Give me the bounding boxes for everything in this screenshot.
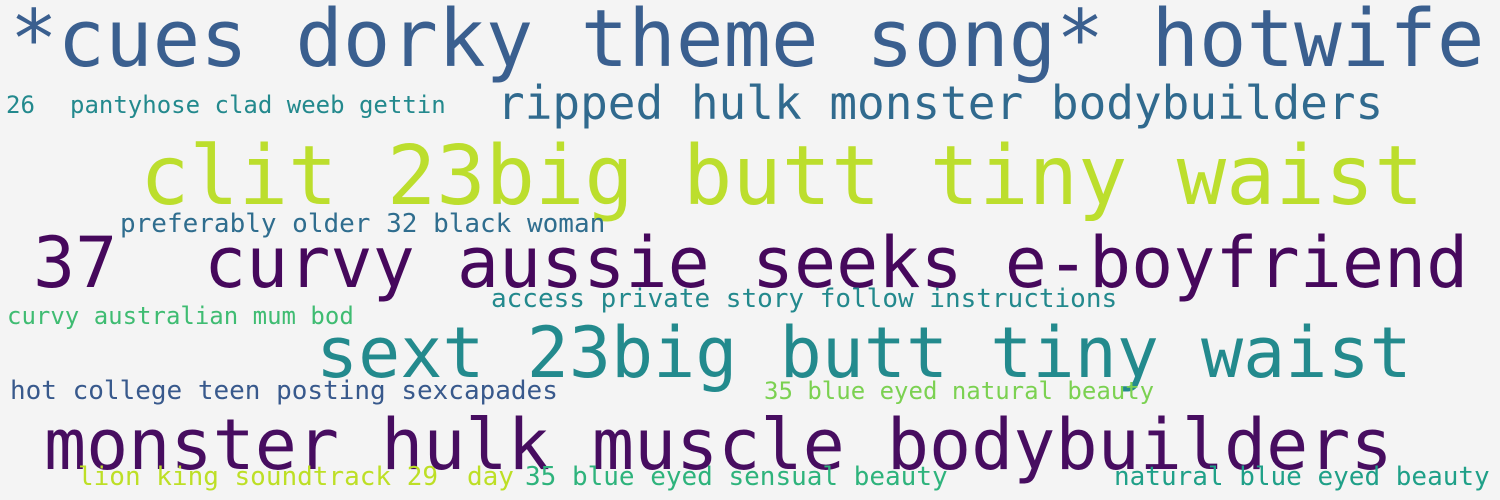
word-26: 26 xyxy=(6,91,35,119)
word-curvy-australian-mum-bod: curvy australian mum bod xyxy=(7,302,354,330)
word-lion-king-soundtrack-29: lion king soundtrack 29 xyxy=(78,462,439,492)
word-37: 37 xyxy=(33,222,118,304)
word-sext-23big-butt-tiny-waist: sext 23big butt tiny waist xyxy=(316,312,1412,394)
word-hot-college-teen-posting-sexcapades: hot college teen posting sexcapades xyxy=(10,376,558,406)
word-monster-hulk-muscle-bodybuilders: monster hulk muscle bodybuilders xyxy=(44,404,1393,486)
word-35-blue-eyed-sensual-beauty: 35 blue eyed sensual beauty xyxy=(525,462,948,492)
word-curvy-aussie-seeks-e-boyfriend: curvy aussie seeks e-boyfriend xyxy=(204,222,1469,304)
word-day: day xyxy=(467,462,514,492)
word-cues-dorky-theme-song-hotwife: *cues dorky theme song* hotwife xyxy=(10,0,1485,85)
word-preferably-older-32-black-woman: preferably older 32 black woman xyxy=(120,209,606,239)
word-ripped-hulk-monster-bodybuilders: ripped hulk monster bodybuilders xyxy=(497,76,1384,130)
word-natural-blue-eyed-beauty: natural blue eyed beauty xyxy=(1114,462,1490,492)
word-35-blue-eyed-natural-beauty: 35 blue eyed natural beauty xyxy=(764,377,1155,405)
word-pantyhose-clad-weeb-gettin: pantyhose clad weeb gettin xyxy=(70,91,446,119)
word-clit-23big-butt-tiny-waist: clit 23big butt tiny waist xyxy=(140,129,1424,224)
word-access-private-story-follow-instructions: access private story follow instructions xyxy=(491,284,1118,314)
